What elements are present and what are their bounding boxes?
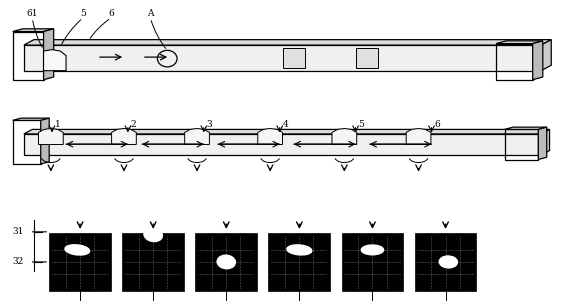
Text: 61: 61 — [27, 9, 38, 18]
Polygon shape — [38, 129, 63, 144]
Bar — [195, 233, 257, 291]
Polygon shape — [355, 48, 378, 68]
Ellipse shape — [65, 245, 90, 255]
Polygon shape — [24, 45, 541, 71]
Text: A: A — [147, 9, 154, 18]
Text: 6: 6 — [108, 9, 114, 18]
Polygon shape — [538, 127, 547, 160]
Polygon shape — [12, 118, 49, 120]
Polygon shape — [111, 129, 136, 144]
Text: 6: 6 — [434, 120, 440, 130]
Polygon shape — [44, 29, 54, 80]
Ellipse shape — [287, 245, 312, 255]
Text: 5: 5 — [80, 9, 86, 18]
Polygon shape — [541, 40, 551, 71]
Bar — [341, 233, 403, 291]
Polygon shape — [533, 41, 543, 80]
Polygon shape — [282, 48, 305, 68]
Polygon shape — [24, 130, 550, 134]
Ellipse shape — [144, 228, 162, 242]
Text: 4: 4 — [282, 120, 288, 130]
Bar — [49, 233, 111, 291]
Text: 3: 3 — [207, 120, 212, 130]
Text: 1: 1 — [55, 120, 60, 130]
Polygon shape — [258, 129, 282, 144]
Text: 2: 2 — [131, 120, 136, 130]
Polygon shape — [24, 134, 541, 155]
Polygon shape — [332, 129, 357, 144]
Polygon shape — [496, 41, 543, 43]
Polygon shape — [44, 50, 66, 71]
Bar — [122, 233, 184, 291]
Polygon shape — [12, 29, 54, 32]
Polygon shape — [24, 40, 551, 45]
Polygon shape — [41, 118, 49, 164]
Text: 5: 5 — [358, 120, 364, 130]
Ellipse shape — [439, 256, 458, 268]
Polygon shape — [185, 129, 210, 144]
Polygon shape — [505, 127, 547, 130]
Polygon shape — [541, 130, 550, 155]
Polygon shape — [406, 129, 431, 144]
Ellipse shape — [362, 245, 384, 255]
Text: 31: 31 — [12, 227, 24, 236]
Bar — [415, 233, 476, 291]
Bar — [268, 233, 331, 291]
Ellipse shape — [217, 255, 236, 269]
Text: 32: 32 — [12, 257, 24, 266]
